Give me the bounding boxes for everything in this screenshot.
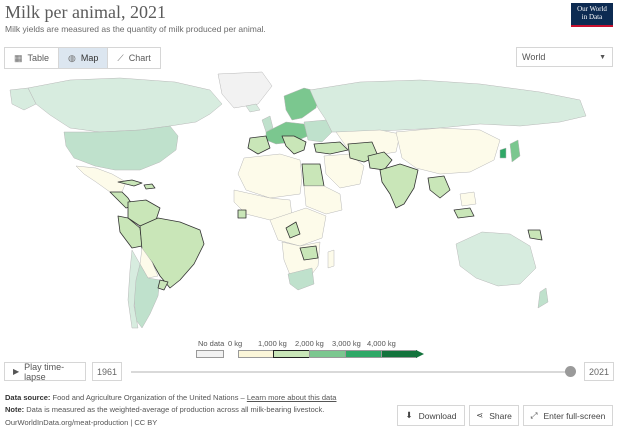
- share-label: Share: [489, 410, 512, 421]
- map-papua[interactable]: [527, 229, 543, 241]
- map-zambia-zimbabwe[interactable]: [299, 245, 319, 261]
- map-southeast-asia[interactable]: [427, 175, 451, 199]
- legend-threshold-4: 4,000 kg: [367, 339, 396, 348]
- timeline-slider-handle[interactable]: [565, 366, 576, 377]
- share-button[interactable]: ⋖ Share: [469, 405, 519, 426]
- chart-subtitle: Milk yields are measured as the quantity…: [5, 24, 266, 34]
- owid-logo[interactable]: Our World in Data: [571, 3, 613, 27]
- globe-icon: ◍: [68, 52, 76, 63]
- map-pakistan-afghanistan[interactable]: [367, 151, 393, 171]
- map-greenland[interactable]: [217, 71, 273, 109]
- data-source-text: Food and Agriculture Organization of the…: [52, 393, 245, 402]
- legend-swatch-no-data[interactable]: [196, 350, 224, 358]
- fullscreen-label: Enter full-screen: [543, 410, 606, 421]
- region-select-value: World: [522, 52, 546, 62]
- play-timelapse-label: Play time-lapse: [24, 361, 65, 382]
- tab-map[interactable]: ◍ Map: [58, 47, 109, 69]
- map-eastern-europe[interactable]: [303, 119, 333, 143]
- tab-table-label: Table: [27, 53, 50, 63]
- legend-swatch-bin-2[interactable]: [273, 350, 310, 358]
- map-gulf-guinea[interactable]: [237, 209, 247, 219]
- map-scandinavia[interactable]: [283, 87, 321, 121]
- end-year-input[interactable]: 2021: [584, 362, 614, 381]
- map-korea[interactable]: [499, 147, 507, 159]
- legend-swatch-bin-3[interactable]: [309, 350, 346, 358]
- map-indonesia[interactable]: [453, 207, 475, 219]
- map-chile[interactable]: [127, 249, 141, 329]
- map-uk-ireland[interactable]: [261, 115, 274, 133]
- map-cuba[interactable]: [117, 179, 143, 187]
- chart-title: Milk per animal, 2021: [5, 2, 166, 22]
- learn-more-link[interactable]: Learn more about this data: [246, 393, 337, 402]
- play-timelapse-button[interactable]: ▶ Play time-lapse: [4, 361, 86, 382]
- map-madagascar[interactable]: [327, 249, 335, 269]
- download-label: Download: [418, 410, 457, 421]
- tab-table[interactable]: ▦ Table: [4, 47, 60, 69]
- tab-map-label: Map: [80, 53, 99, 63]
- map-uruguay[interactable]: [157, 279, 169, 291]
- logo-line-2: in Data: [581, 13, 603, 21]
- map-china-mongolia[interactable]: [395, 127, 501, 175]
- timeline-slider[interactable]: [131, 371, 571, 373]
- legend-threshold-1: 1,000 kg: [258, 339, 287, 348]
- map-canada[interactable]: [27, 77, 223, 133]
- map-usa[interactable]: [63, 125, 179, 171]
- note-text: Data is measured as the weighted-average…: [26, 405, 325, 414]
- map-borneo[interactable]: [459, 191, 477, 207]
- map-kenya-uganda[interactable]: [285, 221, 301, 239]
- legend-swatch-bin-1[interactable]: [238, 350, 274, 358]
- data-source-line: Data source: Food and Agriculture Organi…: [5, 393, 336, 402]
- map-new-zealand[interactable]: [537, 287, 549, 309]
- map-india[interactable]: [379, 163, 419, 209]
- map-hispaniola[interactable]: [143, 183, 156, 190]
- map-alaska[interactable]: [9, 87, 37, 111]
- tab-chart-label: Chart: [128, 53, 151, 63]
- note-line: Note: Data is measured as the weighted-a…: [5, 405, 324, 414]
- share-icon: ⋖: [476, 410, 484, 420]
- logo-line-1: Our World: [577, 5, 607, 13]
- timeline: ▶ Play time-lapse 1961 2021: [0, 362, 621, 382]
- map-bolivia-paraguay[interactable]: [139, 247, 159, 279]
- view-tabs: ▦ Table ◍ Map ⟋ Chart: [4, 47, 161, 69]
- region-select[interactable]: World ▼: [516, 47, 613, 67]
- map-australia[interactable]: [455, 231, 537, 287]
- map-legend: No data 0 kg 1,000 kg 2,000 kg 3,000 kg …: [196, 339, 426, 361]
- legend-swatch-bin-5[interactable]: [381, 350, 417, 358]
- play-icon: ▶: [13, 367, 20, 376]
- map-sudan-horn[interactable]: [303, 185, 343, 215]
- map-egypt[interactable]: [301, 163, 325, 187]
- map-iceland[interactable]: [245, 103, 261, 113]
- line-chart-icon: ⟋: [117, 52, 124, 63]
- legend-threshold-3: 3,000 kg: [332, 339, 361, 348]
- map-italy-balkans[interactable]: [281, 135, 307, 155]
- map-turkey-caucasus[interactable]: [313, 141, 349, 155]
- table-icon: ▦: [14, 52, 23, 63]
- map-iberia[interactable]: [247, 135, 271, 155]
- legend-arrow-icon: [416, 350, 424, 358]
- chevron-down-icon: ▼: [599, 53, 606, 61]
- download-button[interactable]: ⬇ Download: [397, 405, 465, 426]
- map-north-africa[interactable]: [237, 153, 303, 199]
- fullscreen-button[interactable]: ⤢ Enter full-screen: [523, 405, 613, 426]
- legend-threshold-2: 2,000 kg: [295, 339, 324, 348]
- expand-icon: ⤢: [530, 410, 538, 420]
- tab-chart[interactable]: ⟋ Chart: [107, 47, 161, 69]
- map-japan[interactable]: [509, 139, 521, 163]
- map-russia[interactable]: [309, 79, 587, 133]
- source-url[interactable]: OurWorldInData.org/meat-production | CC …: [5, 418, 158, 427]
- data-source-label: Data source:: [5, 393, 51, 402]
- legend-swatch-bin-4[interactable]: [345, 350, 382, 358]
- note-label: Note:: [5, 405, 25, 414]
- world-map[interactable]: [0, 70, 621, 332]
- map-south-africa[interactable]: [287, 267, 315, 291]
- legend-threshold-0: 0 kg: [228, 339, 243, 348]
- download-icon: ⬇: [405, 410, 413, 420]
- legend-no-data-label: No data: [198, 339, 225, 348]
- start-year-input[interactable]: 1961: [92, 362, 122, 381]
